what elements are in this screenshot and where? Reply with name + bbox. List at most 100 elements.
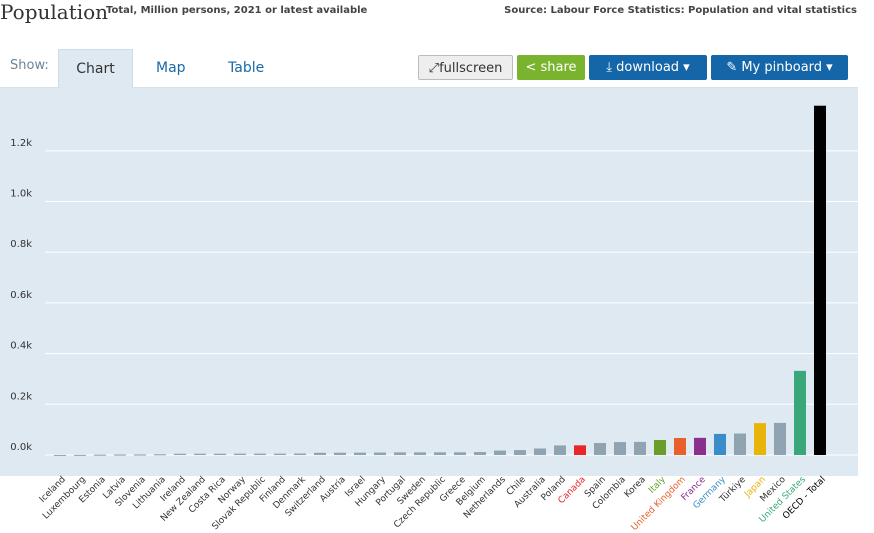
share-button[interactable]: < share	[517, 55, 585, 80]
x-tick-label: Korea	[623, 475, 648, 500]
bar	[734, 433, 746, 455]
bar	[514, 450, 526, 455]
bar	[174, 453, 186, 455]
x-tick-label: New Zealand	[159, 475, 208, 524]
x-tick-label: France	[680, 474, 709, 503]
x-tick-label: Türkiye	[717, 474, 748, 505]
x-tick-label: Finland	[258, 475, 288, 505]
bar	[754, 423, 766, 455]
bar	[114, 454, 126, 456]
x-tick-label: Spain	[583, 475, 608, 500]
x-tick-label: Norway	[217, 474, 249, 506]
subtitle: Total, Million persons, 2021 or latest a…	[106, 5, 368, 16]
bar	[814, 105, 826, 456]
tab-bar	[0, 49, 858, 88]
bar	[74, 454, 86, 456]
bar	[314, 452, 326, 455]
bar	[594, 443, 606, 455]
y-tick-label: 1.0k	[10, 189, 32, 200]
y-tick-label: 0.4k	[10, 341, 32, 352]
button-label: fullscreen	[439, 61, 503, 76]
tab-active[interactable]: Chart	[58, 49, 133, 88]
x-tick-label: Japan	[742, 475, 768, 501]
bar	[54, 454, 66, 456]
bar	[254, 453, 266, 455]
bar	[574, 445, 586, 455]
x-tick-label: Mexico	[759, 474, 789, 504]
x-tick-label: Greece	[438, 474, 468, 504]
x-tick-label: Iceland	[38, 475, 68, 505]
bar	[394, 452, 406, 455]
bar	[374, 452, 386, 455]
y-tick-label: 1.2k	[10, 138, 32, 149]
bar	[154, 454, 166, 456]
bar	[354, 452, 366, 455]
x-tick-label: Switzerland	[284, 475, 328, 519]
tab[interactable]: Table	[228, 60, 265, 76]
bar	[134, 454, 146, 456]
bar	[294, 453, 306, 455]
bar	[794, 370, 806, 455]
bar	[214, 453, 226, 455]
x-tick-label: Luxembourg	[41, 475, 88, 522]
x-tick-label: Italy	[647, 474, 668, 495]
bar	[714, 433, 726, 455]
plot-background	[0, 88, 858, 476]
x-tick-label: Austria	[318, 475, 348, 505]
x-tick-label: Denmark	[272, 474, 309, 511]
x-tick-label: Czech Republic	[392, 475, 448, 531]
bar	[554, 445, 566, 455]
bar	[674, 438, 686, 455]
show-label: Show:	[10, 58, 49, 73]
bar	[654, 439, 666, 455]
x-tick-label: OECD - Total	[781, 475, 828, 522]
button-label: My pinboard ▾	[741, 60, 833, 75]
x-tick-label: Costa Rica	[187, 475, 228, 516]
bar	[534, 448, 546, 455]
y-tick-label: 0.0k	[10, 442, 32, 453]
bar	[774, 422, 786, 455]
y-tick-label: 0.2k	[10, 391, 32, 402]
x-tick-label: Slovak Republic	[211, 475, 268, 532]
bar	[94, 454, 106, 456]
bar	[274, 453, 286, 455]
bar	[634, 441, 646, 455]
x-tick-label: Sweden	[396, 475, 428, 507]
fullscreen-button[interactable]: ⤢fullscreen	[418, 55, 513, 80]
x-tick-label: Portugal	[374, 475, 407, 508]
x-tick-label: Ireland	[159, 475, 188, 504]
x-tick-label: Hungary	[354, 474, 389, 509]
x-tick-label: Germany	[692, 474, 729, 511]
bar	[334, 452, 346, 455]
bar	[614, 442, 626, 455]
x-tick-label: Lithuania	[131, 475, 168, 512]
bar	[454, 452, 466, 455]
source: Source: Labour Force Statistics: Populat…	[504, 5, 857, 16]
y-tick-label: 0.8k	[10, 239, 32, 250]
x-tick-label: Australia	[513, 475, 548, 510]
x-tick-label: United Kingdom	[630, 475, 688, 533]
pinboard-button[interactable]: ✎ My pinboard ▾	[711, 55, 848, 80]
x-tick-label: United States	[758, 475, 808, 525]
x-tick-label: Netherlands	[462, 475, 508, 521]
bar	[694, 437, 706, 455]
bar	[234, 453, 246, 455]
download-button[interactable]: ⤓ download ▾	[589, 55, 707, 80]
tab[interactable]: Map	[156, 60, 186, 76]
bar	[414, 452, 426, 455]
x-tick-label: Colombia	[591, 475, 628, 512]
x-tick-label: Canada	[557, 475, 588, 506]
x-tick-label: Israel	[343, 475, 367, 499]
y-tick-label: 0.6k	[10, 290, 32, 301]
x-tick-label: Poland	[540, 475, 568, 503]
x-tick-label: Belgium	[455, 475, 488, 508]
button-label: share	[540, 60, 577, 75]
button-label: download ▾	[616, 60, 690, 75]
x-tick-label: Estonia	[77, 475, 108, 506]
x-tick-label: Slovenia	[114, 475, 148, 509]
bar	[494, 450, 506, 455]
title: Population	[0, 0, 109, 24]
x-tick-label: Latvia	[101, 475, 127, 501]
bar	[194, 453, 206, 455]
